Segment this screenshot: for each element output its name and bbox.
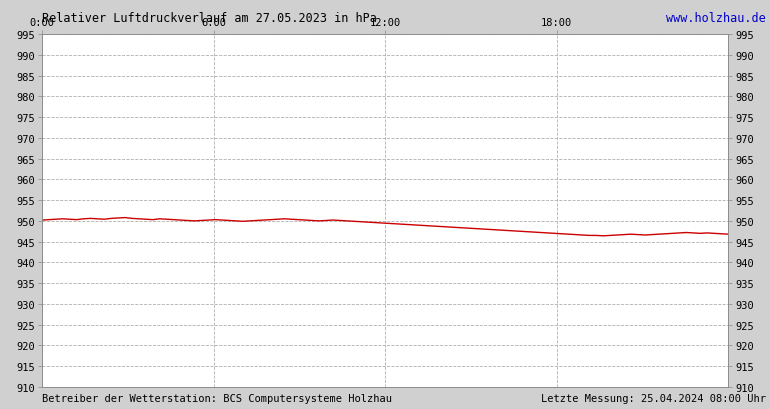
Text: Letzte Messung: 25.04.2024 08:00 Uhr: Letzte Messung: 25.04.2024 08:00 Uhr xyxy=(541,393,766,403)
Text: Betreiber der Wetterstation: BCS Computersysteme Holzhau: Betreiber der Wetterstation: BCS Compute… xyxy=(42,393,392,403)
Text: Relativer Luftdruckverlauf am 27.05.2023 in hPa: Relativer Luftdruckverlauf am 27.05.2023… xyxy=(42,11,377,25)
Text: www.holzhau.de: www.holzhau.de xyxy=(666,11,766,25)
